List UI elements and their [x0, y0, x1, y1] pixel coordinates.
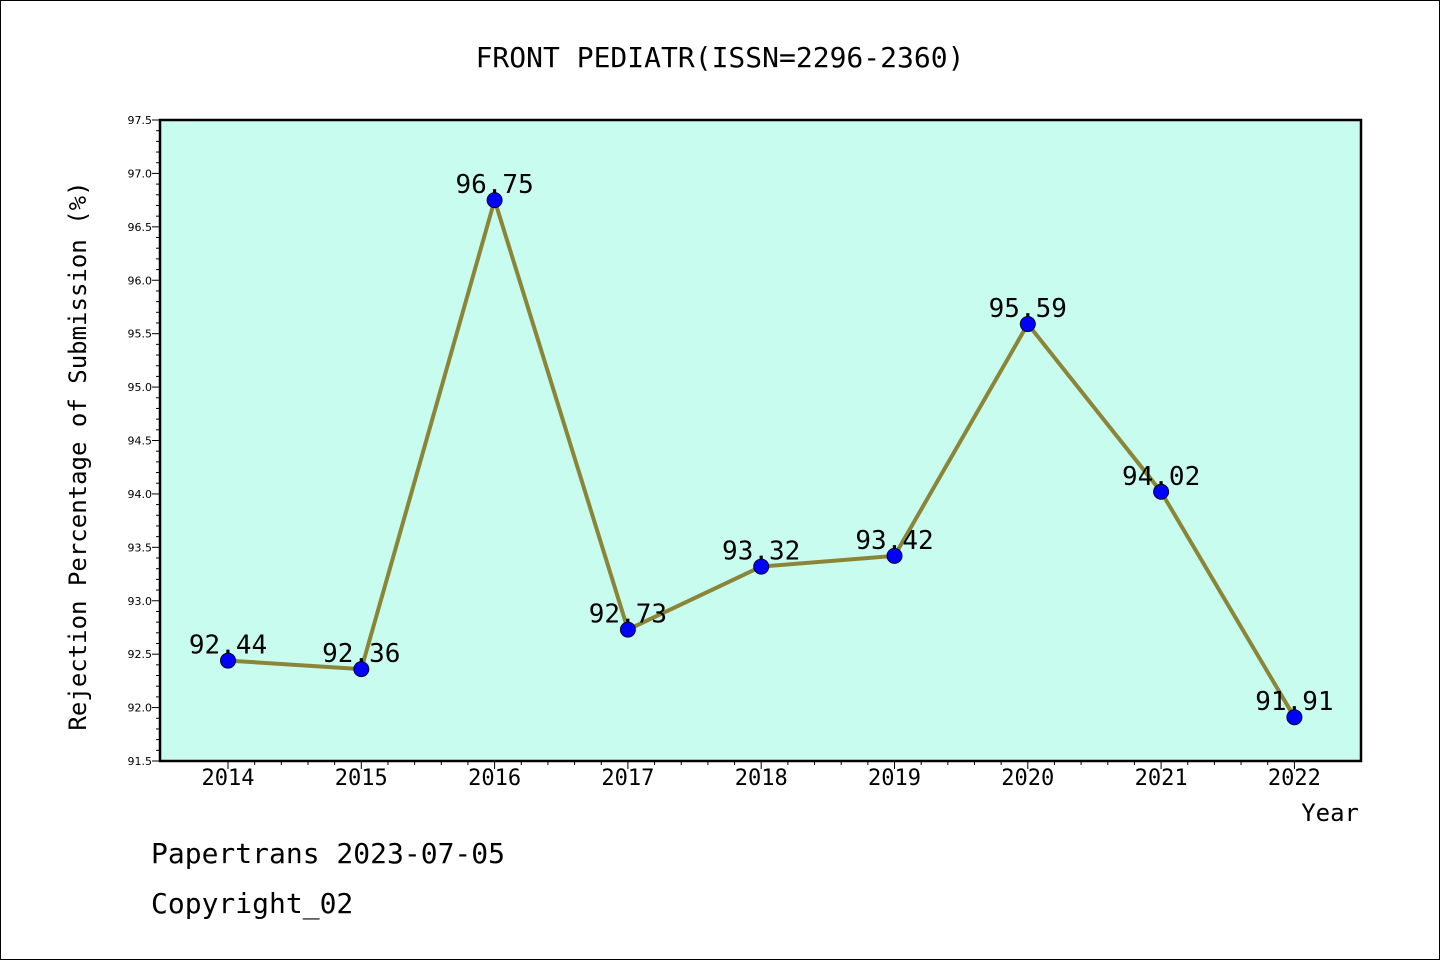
data-point — [486, 192, 503, 209]
data-point — [1153, 483, 1170, 500]
y-tick-label: 93.0 — [128, 595, 153, 608]
data-label: 92.44 — [189, 631, 267, 661]
plot-border — [158, 118, 1363, 763]
y-tick-label: 94.0 — [128, 488, 153, 501]
data-label: 91.91 — [1255, 687, 1333, 717]
data-label: 92.73 — [589, 600, 667, 630]
data-point — [886, 547, 903, 564]
y-axis-label: Rejection Percentage of Submission (%) — [64, 181, 92, 730]
data-label: 95.59 — [989, 294, 1067, 324]
footer-date: Papertrans 2023-07-05 — [151, 837, 506, 870]
y-tick-label: 96.5 — [128, 221, 153, 234]
y-tick-label: 97.5 — [128, 114, 153, 127]
x-tick-label: 2019 — [868, 766, 921, 791]
x-tick-label: 2022 — [1268, 766, 1321, 791]
data-point — [1019, 316, 1036, 333]
data-label: 93.42 — [855, 526, 933, 556]
data-label: 93.32 — [722, 537, 800, 567]
y-tick-label: 97.0 — [128, 167, 153, 180]
y-tick-label: 94.5 — [128, 435, 153, 448]
y-tick-label: 93.5 — [128, 541, 153, 554]
footer-copyright: Copyright_02 — [151, 887, 354, 920]
data-label: 94.02 — [1122, 462, 1200, 492]
plot-area — [160, 120, 1361, 761]
y-tick-label: 92.5 — [128, 648, 153, 661]
data-point — [619, 621, 636, 638]
x-axis-label: Year — [1301, 799, 1359, 827]
x-tick-label: 2021 — [1135, 766, 1188, 791]
y-tick-label: 96.0 — [128, 274, 153, 287]
y-tick-label: 95.0 — [128, 381, 153, 394]
data-label: 96.75 — [455, 170, 533, 200]
data-point — [220, 652, 236, 669]
x-tick-label: 2017 — [601, 766, 654, 791]
x-tick-label: 2015 — [335, 766, 388, 791]
y-tick-label: 92.0 — [128, 702, 153, 715]
y-tick-label: 91.5 — [128, 755, 153, 768]
x-tick-label: 2020 — [1001, 766, 1054, 791]
data-point — [753, 558, 770, 575]
x-tick-label: 2018 — [735, 766, 788, 791]
data-point — [353, 661, 370, 678]
chart-title: FRONT PEDIATR(ISSN=2296-2360) — [476, 41, 965, 74]
x-tick-label: 2014 — [202, 766, 255, 791]
data-label: 92.36 — [322, 639, 400, 669]
y-tick-label: 95.5 — [128, 328, 153, 341]
data-point — [1286, 709, 1303, 726]
x-tick-label: 2016 — [468, 766, 521, 791]
